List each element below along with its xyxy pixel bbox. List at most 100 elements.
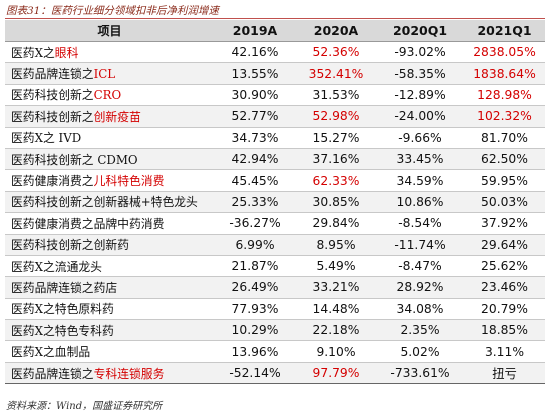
table-row: 医药健康消费之品牌中药消费 -36.27% 29.84% -8.54% 37.92% [5,212,545,235]
header-row: 项目 2019A 2020A 2020Q1 2021Q1 [5,20,545,42]
column-header-2020q1: 2020Q1 [376,20,464,42]
row-label-highlight: 专科连锁服务 [93,366,165,381]
value-2020a: 14.48% [296,298,376,321]
caption-divider [5,18,545,19]
value-2021q1: 2838.05% [464,41,545,64]
value-2019a: -52.14% [214,362,296,385]
row-label-prefix: 医药Ⅹ之特色原料药 [11,302,114,317]
row-label: 医药健康消费之儿科特色消费 [5,169,214,192]
value-2020a: 52.98% [296,105,376,128]
value-2020a: 97.79% [296,362,376,385]
row-label: 医药科技创新之 CDMO [5,148,214,171]
table-row: 医药品牌连锁之ICL 13.55% 352.41% -58.35% 1838.64% [5,62,545,85]
value-2019a: 34.73% [214,127,296,149]
value-2020q1: 33.45% [376,148,464,171]
value-2020q1: -58.35% [376,62,464,85]
value-2019a: 13.96% [214,340,296,363]
column-header-2021q1: 2021Q1 [464,20,545,42]
value-2020q1: -12.89% [376,84,464,107]
column-header-item: 项目 [5,20,214,42]
row-label-prefix: 医药品牌连锁之 [11,67,94,82]
row-label-prefix: 医药科技创新之 CDMO [11,152,138,167]
value-2020q1: 5.02% [376,340,464,363]
row-label: 医药科技创新之创新器械+特色龙头 [5,191,214,214]
row-label: 医药科技创新之创新疫苗 [5,105,214,128]
table-row: 医药品牌连锁之药店 26.49% 33.21% 28.92% 23.46% [5,276,545,299]
column-header-2020a: 2020A [296,20,376,42]
value-2020q1: -8.54% [376,212,464,235]
row-label-prefix: 医药品牌连锁之药店 [11,280,118,295]
row-label-prefix: 医药Ⅹ之特色专科药 [11,323,114,338]
value-2021q1: 50.03% [464,191,545,214]
value-2020a: 30.85% [296,191,376,214]
value-2021q1: 25.62% [464,255,545,278]
table-row: 医药健康消费之儿科特色消费 45.45% 62.33% 34.59% 59.95% [5,169,545,192]
value-2020a: 22.18% [296,319,376,342]
value-2021q1: 18.85% [464,319,545,342]
value-2020a: 52.36% [296,41,376,64]
row-label-prefix: 医药Ⅹ之 [11,45,55,60]
value-2020a: 15.27% [296,127,376,149]
value-2020q1: -24.00% [376,105,464,128]
value-2021q1: 128.98% [464,84,545,107]
row-label-prefix: 医药健康消费之品牌中药消费 [11,216,165,231]
growth-table: 项目 2019A 2020A 2020Q1 2021Q1 医药Ⅹ之眼科 42.16… [5,20,545,385]
value-2020a: 62.33% [296,169,376,192]
value-2019a: 77.93% [214,298,296,321]
table-row: 医药Ⅹ之特色原料药 77.93% 14.48% 34.08% 20.79% [5,298,545,321]
value-2019a: 45.45% [214,169,296,192]
row-label-prefix: 医药Ⅹ之 IVD [11,131,82,146]
value-2021q1: 扭亏 [464,362,545,385]
table-row: 医药科技创新之创新器械+特色龙头 25.33% 30.85% 10.86% 50.03% [5,191,545,214]
value-2020a: 33.21% [296,276,376,299]
value-2019a: 25.33% [214,191,296,214]
table-row: 医药科技创新之创新药 6.99% 8.95% -11.74% 29.64% [5,234,545,256]
table-row: 医药科技创新之 CDMO 42.94% 37.16% 33.45% 62.50% [5,148,545,171]
value-2021q1: 29.64% [464,234,545,256]
row-label-highlight: 儿科特色消费 [93,174,165,189]
value-2019a: 10.29% [214,319,296,342]
value-2020q1: -93.02% [376,41,464,64]
value-2020a: 37.16% [296,148,376,171]
value-2019a: 26.49% [214,276,296,299]
value-2020q1: 28.92% [376,276,464,299]
value-2019a: 13.55% [214,62,296,85]
value-2021q1: 102.32% [464,105,545,128]
table-row: 医药Ⅹ之特色专科药 10.29% 22.18% 2.35% 18.85% [5,319,545,342]
value-2021q1: 1838.64% [464,62,545,85]
row-label: 医药品牌连锁之药店 [5,276,214,299]
row-label-highlight: 创新疫苗 [93,109,141,124]
row-label: 医药Ⅹ之特色专科药 [5,319,214,342]
value-2020a: 352.41% [296,62,376,85]
row-label: 医药Ⅹ之特色原料药 [5,298,214,321]
row-label: 医药Ⅹ之流通龙头 [5,255,214,278]
table-row: 医药科技创新之CRO 30.90% 31.53% -12.89% 128.98% [5,84,545,107]
value-2020a: 31.53% [296,84,376,107]
value-2021q1: 62.50% [464,148,545,171]
table-row: 医药Ⅹ之眼科 42.16% 52.36% -93.02% 2838.05% [5,41,545,64]
value-2021q1: 81.70% [464,127,545,149]
row-label: 医药科技创新之创新药 [5,234,214,256]
row-label-prefix: 医药品牌连锁之 [11,366,94,381]
column-header-2019a: 2019A [214,20,296,42]
value-2019a: 30.90% [214,84,296,107]
figure-caption: 图表31：医药行业细分领域扣非后净利润增速 [6,5,219,17]
value-2021q1: 20.79% [464,298,545,321]
row-label-prefix: 医药科技创新之创新器械+特色龙头 [11,195,198,210]
value-2020q1: -11.74% [376,234,464,256]
row-label-prefix: 医药健康消费之 [11,174,94,189]
row-label-highlight: CRO [93,88,122,103]
row-label: 医药Ⅹ之眼科 [5,41,214,64]
growth-table-container: 项目 2019A 2020A 2020Q1 2021Q1 医药Ⅹ之眼科 42.16… [5,20,545,385]
row-label-prefix: 医药科技创新之 [11,109,94,124]
row-label: 医药科技创新之CRO [5,84,214,107]
value-2021q1: 3.11% [464,340,545,363]
value-2020q1: -733.61% [376,362,464,385]
value-2019a: 42.94% [214,148,296,171]
row-label: 医药品牌连锁之ICL [5,62,214,85]
table-body: 医药Ⅹ之眼科 42.16% 52.36% -93.02% 2838.05% 医药品牌连锁之… [5,41,545,385]
value-2020q1: 34.59% [376,169,464,192]
row-label: 医药Ⅹ之血制品 [5,340,214,363]
row-label: 医药品牌连锁之专科连锁服务 [5,362,214,385]
source-note: 资料来源：Wind，国盛证券研究所 [6,401,163,412]
